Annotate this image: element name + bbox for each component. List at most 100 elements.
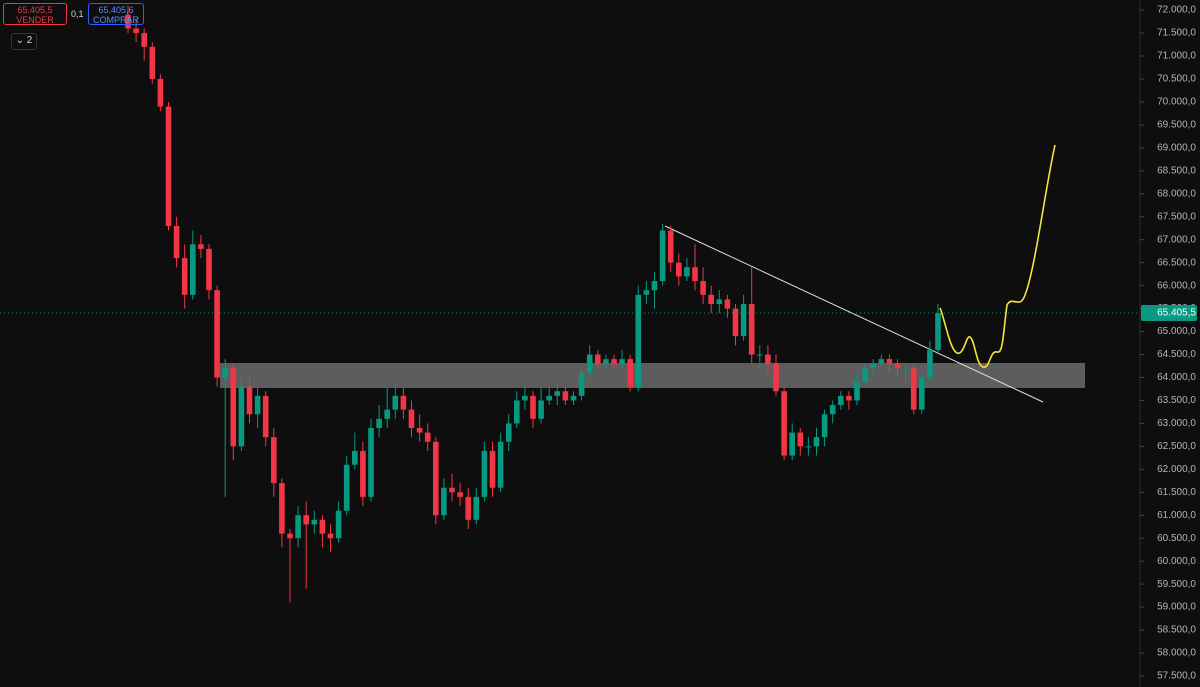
candle-body (149, 46, 156, 79)
candle-body (303, 515, 309, 525)
trend-line (664, 225, 1044, 403)
candle-body (732, 308, 739, 337)
y-tick-label: 69.000,0 (1157, 143, 1196, 154)
y-tick-label: 63.000,0 (1157, 418, 1196, 429)
candle-body (514, 400, 520, 424)
candle-body (165, 106, 172, 226)
candle-body (667, 230, 674, 263)
candle-body (562, 391, 569, 401)
candle-body (497, 441, 504, 488)
candle-body (765, 354, 771, 364)
indicator-count: 2 (26, 35, 33, 46)
y-tick-label: 72.000,0 (1157, 5, 1196, 16)
y-tick-label: 57.500,0 (1157, 671, 1196, 682)
candle-body (505, 423, 512, 442)
candle-body (271, 437, 277, 484)
candle-body (416, 427, 423, 433)
candle-body (692, 267, 698, 282)
candle-body (797, 432, 804, 447)
candle-body (522, 395, 528, 401)
candle-body (343, 464, 350, 511)
candle-body (295, 515, 301, 539)
candle-body (813, 437, 820, 447)
candle-body (554, 391, 561, 396)
candle-body (238, 386, 245, 447)
sell-price: 65.405,5 (17, 5, 53, 15)
candle-body (392, 395, 399, 410)
candle-body (748, 304, 755, 355)
candle-body (530, 395, 536, 419)
candle-body (910, 368, 917, 410)
candle-body (481, 450, 488, 497)
y-tick-label: 58.500,0 (1157, 625, 1196, 636)
candle-body (570, 395, 577, 401)
candle-body (635, 294, 642, 387)
candle-body (133, 28, 139, 34)
candle-body (279, 483, 285, 534)
candle-body (643, 290, 650, 295)
candle-body (676, 262, 682, 277)
candle-body (740, 304, 747, 337)
candle-body (716, 299, 723, 305)
sell-label: VENDER (16, 15, 54, 25)
y-tick-label: 68.000,0 (1157, 188, 1196, 199)
candle-body (700, 281, 706, 295)
candle-body (465, 496, 471, 520)
candle-body (708, 294, 714, 305)
y-tick-label: 59.000,0 (1157, 602, 1196, 613)
candle-body (181, 258, 188, 295)
y-tick-label: 66.500,0 (1157, 257, 1196, 268)
candle-body (838, 395, 844, 406)
sell-button[interactable]: 65.405,5 VENDER (3, 3, 67, 25)
candle-body (611, 359, 617, 364)
y-tick-label: 67.000,0 (1157, 234, 1196, 245)
candle-body (376, 418, 382, 428)
candle-body (805, 446, 812, 448)
candle-body (424, 432, 431, 442)
y-tick-label: 71.000,0 (1157, 51, 1196, 62)
candle-body (595, 354, 601, 364)
candle-body (829, 405, 836, 415)
support-zone (220, 363, 1085, 388)
candle-body (173, 225, 180, 259)
y-tick-label: 62.500,0 (1157, 441, 1196, 452)
candle-body (870, 363, 876, 369)
candle-body (821, 414, 828, 438)
candle-body (335, 510, 342, 539)
candle-body (724, 299, 731, 309)
y-tick-label: 68.500,0 (1157, 165, 1196, 176)
candle-body (352, 450, 358, 465)
y-tick-label: 61.500,0 (1157, 487, 1196, 498)
candle-body (619, 359, 625, 364)
candle-body (659, 230, 666, 282)
candle-body (449, 487, 455, 493)
candle-body (627, 359, 633, 387)
candle-body (368, 427, 374, 497)
candle-body (919, 377, 925, 410)
candle-body (927, 349, 933, 378)
y-tick-label: 60.500,0 (1157, 533, 1196, 544)
candle-body (262, 395, 269, 438)
candle-body (781, 391, 787, 456)
candle-body (400, 395, 407, 410)
y-tick-label: 70.500,0 (1157, 74, 1196, 85)
candle-body (230, 368, 237, 447)
y-tick-label: 70.000,0 (1157, 97, 1196, 108)
spread: 0,1 (71, 9, 84, 19)
candle-body (902, 368, 909, 370)
candle-body (408, 409, 415, 428)
candle-body (157, 78, 164, 107)
y-tick-label: 61.000,0 (1157, 510, 1196, 521)
candle-body (684, 267, 690, 277)
y-tick-label: 71.500,0 (1157, 28, 1196, 39)
candle-body (878, 359, 885, 364)
candle-body (651, 281, 658, 291)
y-tick-label: 59.500,0 (1157, 579, 1196, 590)
candle-body (360, 450, 366, 497)
candle-body (586, 354, 593, 373)
indicator-toggle[interactable]: ⌄ 2 (11, 33, 37, 50)
buy-button[interactable]: 65.405,6 COMPRAR (88, 3, 144, 25)
projection-drawing (939, 144, 1056, 368)
last-price-tag (1141, 304, 1197, 321)
